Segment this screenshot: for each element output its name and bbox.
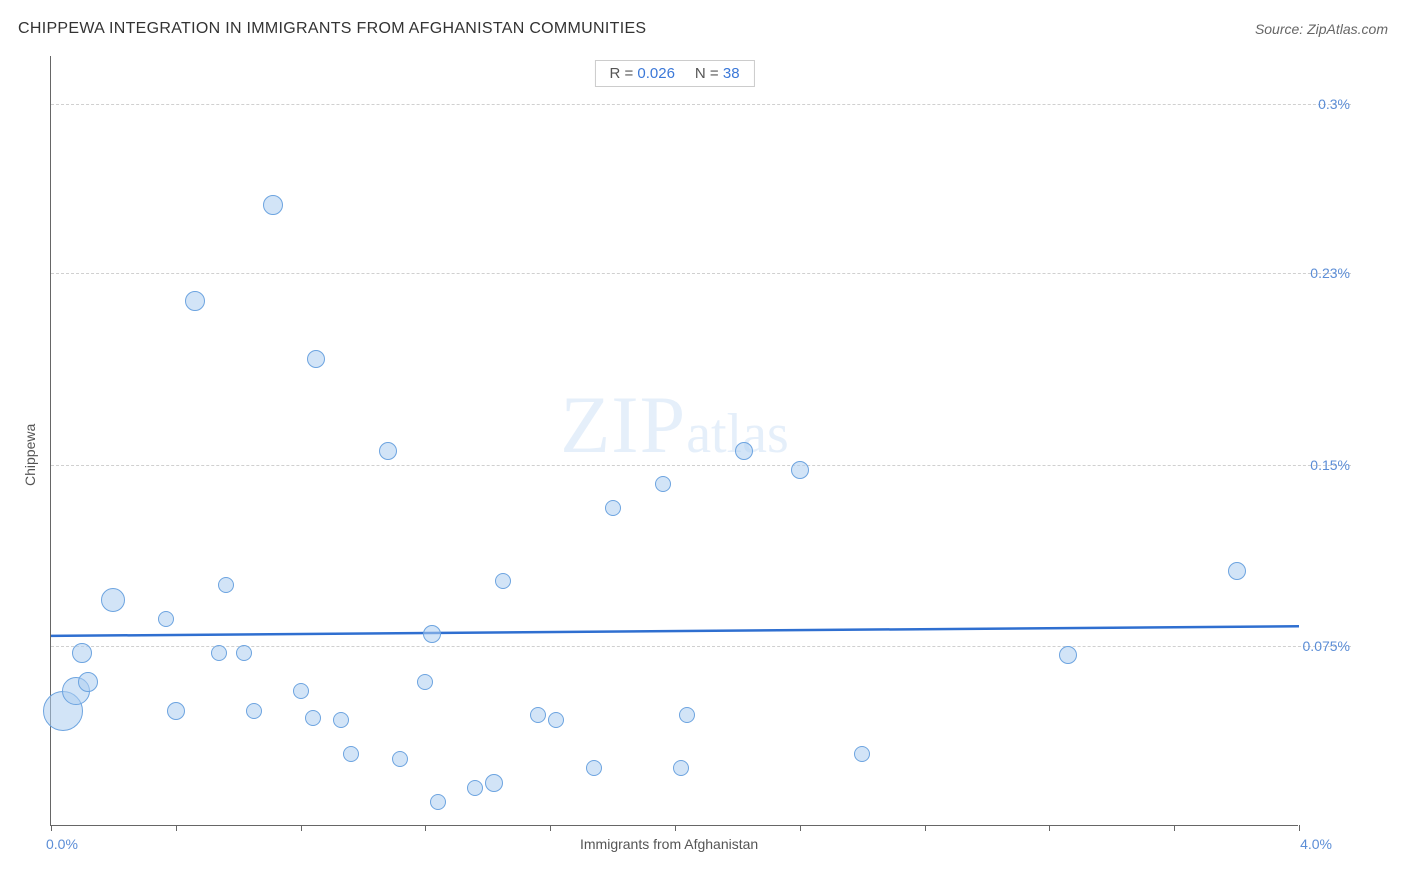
data-point <box>735 442 753 460</box>
data-point <box>379 442 397 460</box>
gridline <box>51 465 1351 466</box>
x-tick <box>925 825 926 831</box>
stats-n-label: N = <box>695 65 723 82</box>
data-point <box>293 683 309 699</box>
stats-n: N = 38 <box>695 65 740 82</box>
x-tick <box>301 825 302 831</box>
data-point <box>423 625 441 643</box>
data-point <box>1059 646 1077 664</box>
y-tick-label: 0.3% <box>1300 96 1350 112</box>
x-tick <box>675 825 676 831</box>
data-point <box>791 461 809 479</box>
chart-title: CHIPPEWA INTEGRATION IN IMMIGRANTS FROM … <box>18 20 646 38</box>
gridline <box>51 273 1351 274</box>
x-tick <box>550 825 551 831</box>
x-min-label: 0.0% <box>46 836 78 852</box>
data-point <box>679 707 695 723</box>
data-point <box>167 702 185 720</box>
data-point <box>101 588 125 612</box>
data-point <box>78 672 98 692</box>
watermark: ZIPatlas <box>560 378 789 472</box>
data-point <box>430 794 446 810</box>
data-point <box>72 643 92 663</box>
data-point <box>218 577 234 593</box>
x-tick <box>1049 825 1050 831</box>
x-tick <box>176 825 177 831</box>
data-point <box>236 645 252 661</box>
data-point <box>158 611 174 627</box>
data-point <box>548 712 564 728</box>
x-tick <box>425 825 426 831</box>
data-point <box>307 350 325 368</box>
data-point <box>185 291 205 311</box>
y-tick-label: 0.075% <box>1300 638 1350 654</box>
scatter-plot: ZIPatlas R = 0.026 N = 38 0.075%0.15%0.2… <box>50 56 1298 826</box>
chart-area: ZIPatlas R = 0.026 N = 38 0.075% 0.15% 0.2… <box>50 56 1350 826</box>
y-axis-label: Chippewa <box>22 424 38 486</box>
data-point <box>655 476 671 492</box>
data-point <box>467 780 483 796</box>
data-point <box>1228 562 1246 580</box>
data-point <box>495 573 511 589</box>
data-point <box>530 707 546 723</box>
x-tick <box>1299 825 1300 831</box>
data-point <box>305 710 321 726</box>
gridline <box>51 104 1351 105</box>
stats-r: R = 0.026 <box>609 65 674 82</box>
y-tick-label: 0.15% <box>1300 457 1350 473</box>
stats-r-value: 0.026 <box>637 65 675 82</box>
stats-r-label: R = <box>609 65 637 82</box>
data-point <box>211 645 227 661</box>
data-point <box>673 760 689 776</box>
data-point <box>854 746 870 762</box>
data-point <box>485 774 503 792</box>
data-point <box>263 195 283 215</box>
data-point <box>417 674 433 690</box>
data-point <box>605 500 621 516</box>
x-tick <box>51 825 52 831</box>
source-attribution: Source: ZipAtlas.com <box>1255 21 1388 37</box>
data-point <box>333 712 349 728</box>
trend-line <box>51 56 1299 826</box>
x-tick <box>800 825 801 831</box>
data-point <box>343 746 359 762</box>
data-point <box>392 751 408 767</box>
y-tick-label: 0.23% <box>1300 265 1350 281</box>
stats-box: R = 0.026 N = 38 <box>594 60 754 87</box>
data-point <box>586 760 602 776</box>
watermark-zip: ZIP <box>560 379 686 470</box>
x-max-label: 4.0% <box>1300 836 1332 852</box>
x-axis-label: Immigrants from Afghanistan <box>580 836 758 852</box>
data-point <box>246 703 262 719</box>
x-tick <box>1174 825 1175 831</box>
stats-n-value: 38 <box>723 65 740 82</box>
